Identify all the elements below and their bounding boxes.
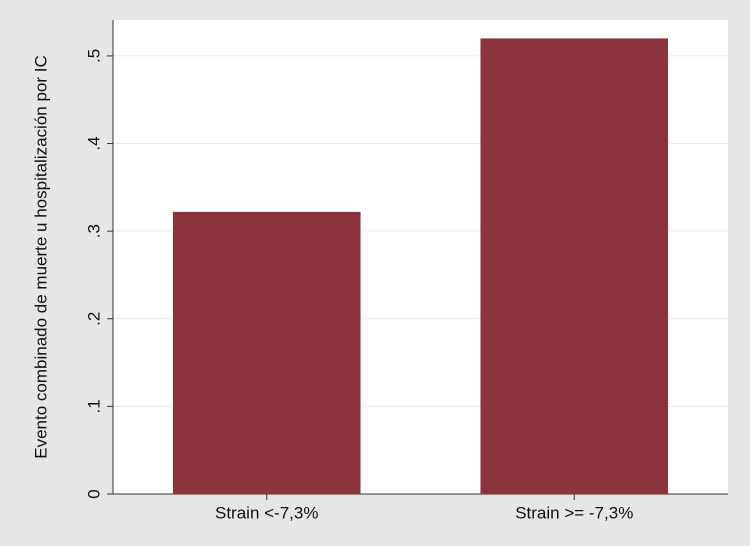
x-tick-label: Strain <-7,3% [215,503,318,522]
bar [172,211,361,495]
y-axis-title: Evento combinado de muerte u hospitaliza… [31,55,50,459]
y-tick-label: .5 [84,49,103,63]
x-tick-label: Strain >= -7,3% [515,503,633,522]
y-tick-label: .2 [84,312,103,326]
bar [480,38,669,494]
y-tick-label: 0 [84,489,103,498]
y-tick-label: .3 [84,224,103,238]
y-tick-label: .4 [84,136,103,150]
y-tick-label: .1 [84,399,103,413]
